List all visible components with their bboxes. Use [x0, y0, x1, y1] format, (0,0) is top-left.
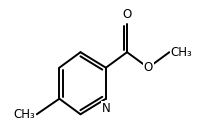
Text: O: O [122, 8, 132, 21]
Text: O: O [144, 61, 153, 74]
Text: N: N [102, 102, 110, 115]
Text: CH₃: CH₃ [171, 46, 192, 59]
Text: CH₃: CH₃ [14, 108, 35, 121]
